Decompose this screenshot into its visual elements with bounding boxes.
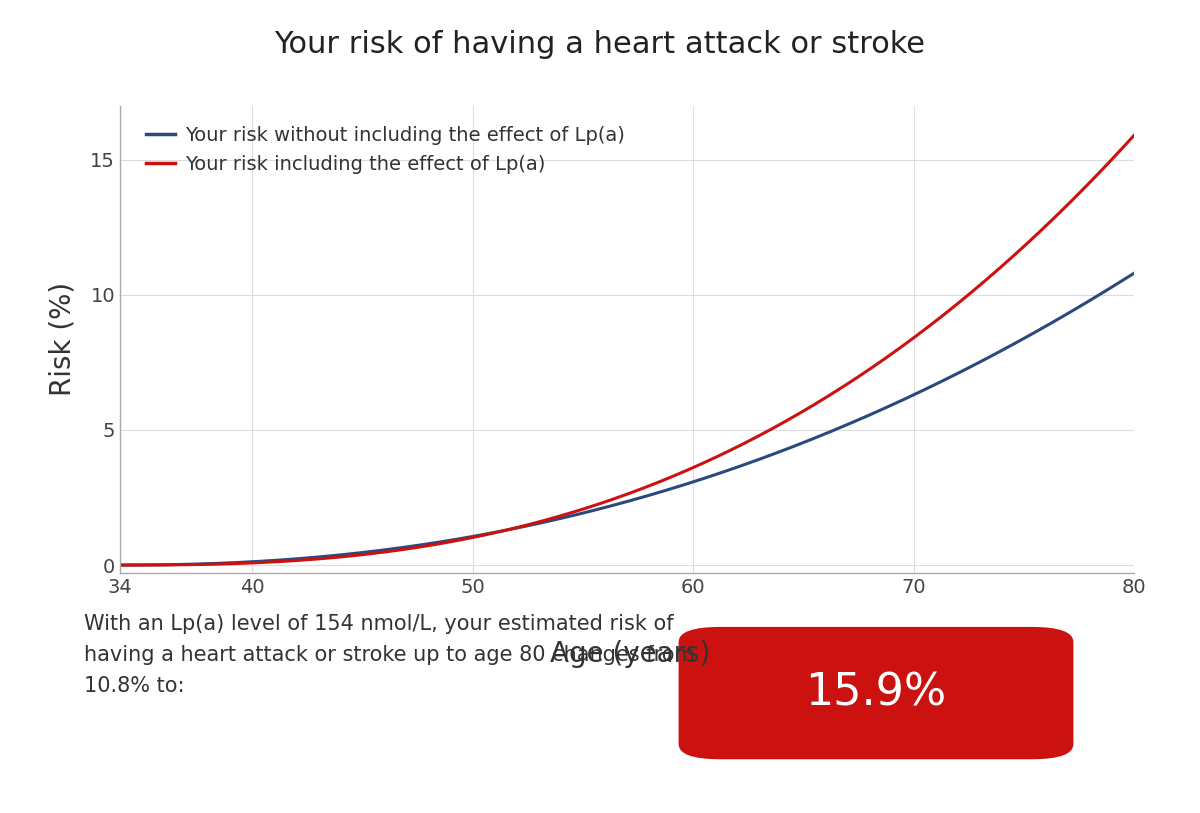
- FancyBboxPatch shape: [679, 627, 1074, 759]
- Your risk including the effect of Lp(a): [661, 473, 676, 483]
- Text: Your risk of having a heart attack or stroke: Your risk of having a heart attack or st…: [275, 30, 925, 59]
- Text: 15.9%: 15.9%: [805, 672, 947, 715]
- Your risk without including the effect of Lp(a): [1127, 268, 1141, 278]
- Your risk including the effect of Lp(a): [1103, 157, 1117, 167]
- Your risk including the effect of Lp(a): [1127, 131, 1141, 141]
- Your risk including the effect of Lp(a): [944, 304, 959, 314]
- Line: Your risk including the effect of Lp(a): Your risk including the effect of Lp(a): [120, 136, 1134, 565]
- Text: Age (years): Age (years): [550, 641, 710, 668]
- Your risk including the effect of Lp(a): [600, 496, 614, 506]
- Your risk without including the effect of Lp(a): [113, 560, 127, 570]
- Your risk without including the effect of Lp(a): [1103, 284, 1117, 293]
- Your risk without including the effect of Lp(a): [716, 467, 731, 476]
- Your risk without including the effect of Lp(a): [594, 503, 608, 513]
- Your risk including the effect of Lp(a): [716, 449, 731, 459]
- Your risk without including the effect of Lp(a): [661, 485, 676, 494]
- Your risk without including the effect of Lp(a): [600, 502, 614, 511]
- Y-axis label: Risk (%): Risk (%): [48, 282, 77, 397]
- Your risk without including the effect of Lp(a): [944, 372, 959, 381]
- Your risk including the effect of Lp(a): [113, 560, 127, 570]
- Legend: Your risk without including the effect of Lp(a), Your risk including the effect : Your risk without including the effect o…: [140, 120, 630, 180]
- Line: Your risk without including the effect of Lp(a): Your risk without including the effect o…: [120, 273, 1134, 565]
- Your risk including the effect of Lp(a): [594, 498, 608, 508]
- Text: With an Lp(a) level of 154 nmol/L, your estimated risk of
having a heart attack : With an Lp(a) level of 154 nmol/L, your …: [84, 614, 695, 696]
